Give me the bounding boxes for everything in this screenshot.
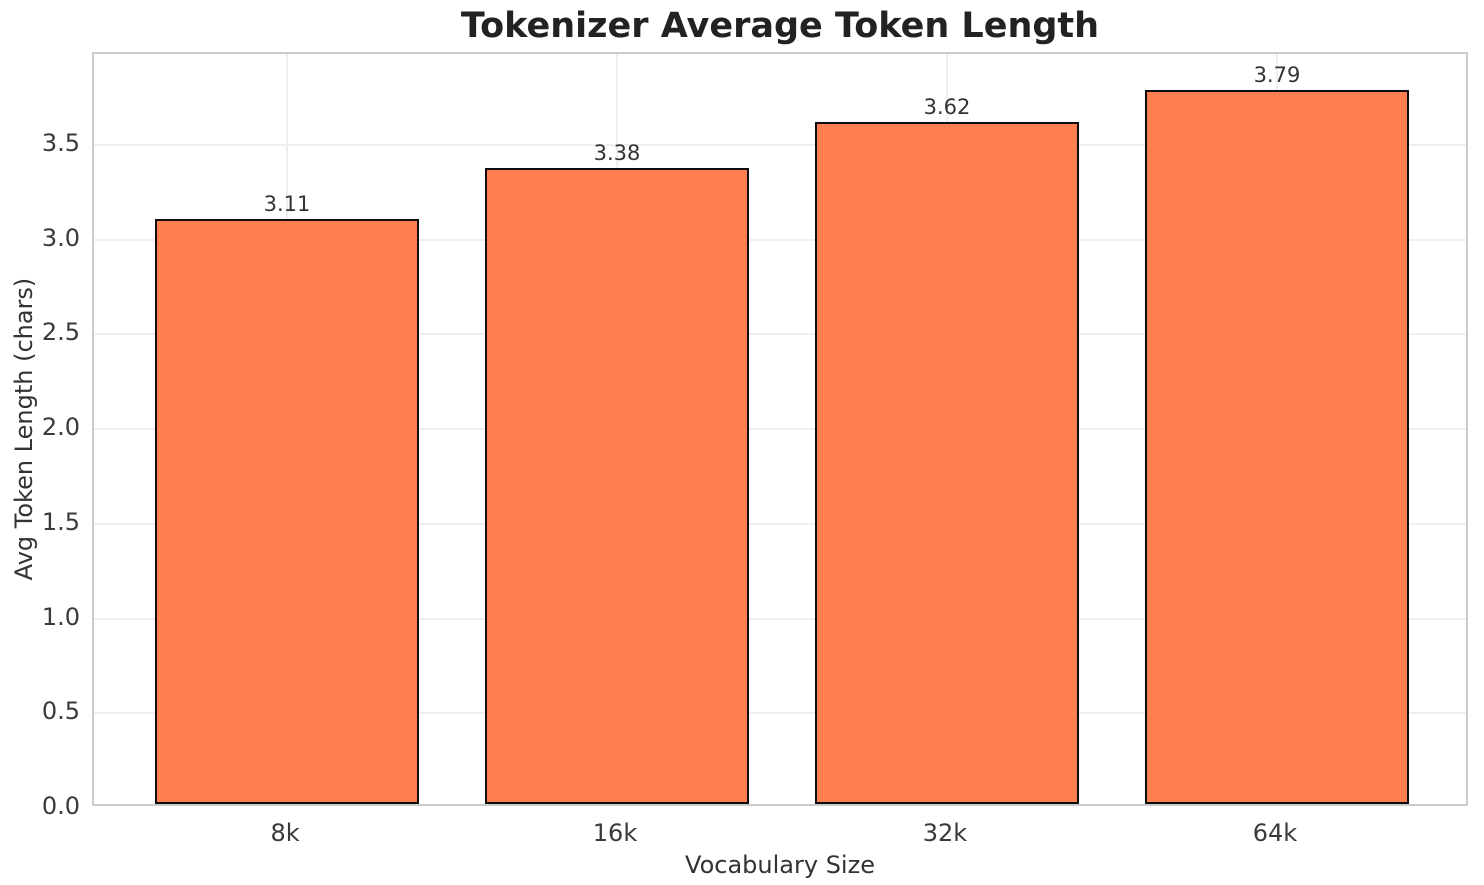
bar-8k bbox=[155, 218, 419, 804]
y-tick-label: 0.0 bbox=[41, 792, 80, 820]
bar-64k bbox=[1144, 89, 1409, 804]
bar-16k bbox=[485, 167, 749, 804]
y-tick-label: 3.0 bbox=[41, 223, 80, 252]
y-axis-label: Avg Token Length (chars) bbox=[10, 277, 38, 581]
x-tick-label: 64k bbox=[1252, 819, 1298, 847]
bar-value-label: 3.79 bbox=[1253, 62, 1301, 87]
gridline-horizontal bbox=[94, 333, 1466, 336]
gridline-horizontal bbox=[94, 617, 1466, 620]
y-tick-label: 1.0 bbox=[41, 602, 80, 631]
gridline-horizontal bbox=[94, 238, 1466, 241]
gridline-horizontal bbox=[94, 522, 1466, 525]
gridline-horizontal bbox=[94, 712, 1466, 715]
y-tick-label: 2.5 bbox=[41, 318, 80, 347]
x-axis-label: Vocabulary Size bbox=[685, 851, 875, 879]
y-tick-label: 2.0 bbox=[41, 413, 80, 442]
bar-value-label: 3.62 bbox=[923, 95, 971, 120]
y-tick-label: 3.5 bbox=[41, 128, 80, 157]
y-tick-label: 0.5 bbox=[41, 697, 80, 726]
bar-32k bbox=[814, 122, 1079, 804]
x-tick-label: 16k bbox=[592, 819, 638, 847]
y-tick-label: 1.5 bbox=[41, 507, 80, 536]
gridline-horizontal bbox=[94, 428, 1466, 431]
x-tick-label: 8k bbox=[270, 819, 300, 847]
gridline-horizontal bbox=[94, 143, 1466, 146]
chart-title: Tokenizer Average Token Length bbox=[460, 6, 1100, 46]
bar-value-label: 3.11 bbox=[263, 191, 311, 216]
x-tick-label: 32k bbox=[922, 819, 968, 847]
bar-value-label: 3.38 bbox=[593, 140, 641, 165]
plot-area: 3.11 3.38 3.62 3.79 bbox=[92, 52, 1468, 806]
